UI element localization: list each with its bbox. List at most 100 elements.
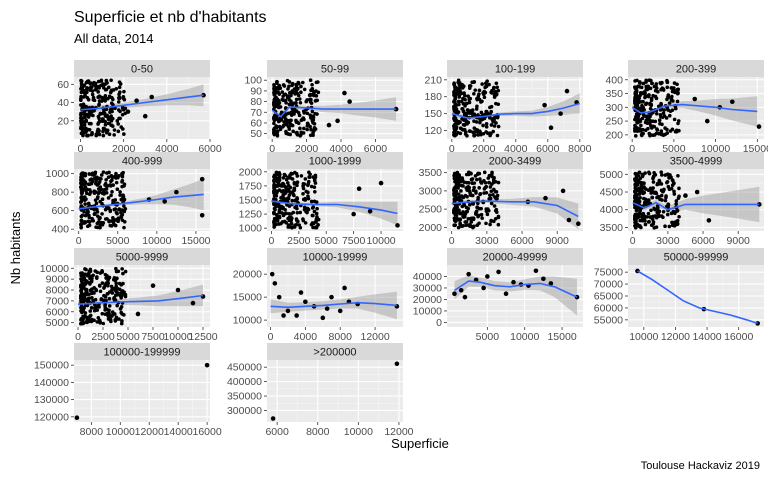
data-point-cluster	[113, 207, 118, 211]
data-point-cluster	[489, 201, 494, 206]
data-point	[704, 118, 710, 124]
data-point	[174, 189, 179, 195]
data-point	[683, 193, 688, 198]
facet-strip	[267, 60, 403, 77]
data-point-cluster	[634, 219, 638, 224]
data-point-cluster	[485, 212, 490, 217]
data-point-cluster	[110, 175, 115, 180]
data-point-cluster	[107, 313, 112, 317]
data-point-cluster	[96, 84, 101, 89]
data-point-cluster	[289, 218, 293, 223]
data-point	[564, 88, 570, 94]
facet-plot-area	[267, 360, 403, 422]
data-point-cluster	[484, 109, 488, 114]
data-point-cluster	[272, 189, 276, 193]
data-point-cluster	[488, 222, 492, 227]
data-point-cluster	[106, 85, 111, 90]
data-point-cluster	[312, 185, 317, 189]
facet-strip-label: 0-50	[131, 64, 153, 76]
data-point-cluster	[118, 109, 122, 114]
data-point-cluster	[103, 207, 108, 212]
data-point-cluster	[102, 187, 107, 192]
data-point-cluster	[306, 182, 311, 186]
data-point-cluster	[668, 129, 673, 133]
data-point-cluster	[80, 103, 85, 108]
data-point-cluster	[118, 90, 122, 95]
data-point-cluster	[474, 107, 479, 111]
data-point-cluster	[476, 94, 481, 99]
data-point-cluster	[464, 209, 469, 214]
data-point-cluster	[277, 170, 282, 175]
data-point-cluster	[85, 317, 90, 322]
data-point	[199, 176, 205, 182]
data-point-cluster	[97, 283, 102, 288]
data-point-cluster	[96, 187, 101, 191]
data-point-cluster	[87, 220, 92, 224]
data-point-cluster	[479, 206, 483, 211]
data-point-cluster	[299, 118, 304, 123]
data-point	[342, 285, 347, 291]
data-point-cluster	[310, 86, 315, 91]
data-point-cluster	[633, 214, 637, 218]
facet-strip	[628, 152, 764, 169]
data-point-cluster	[495, 196, 499, 201]
data-point-cluster	[305, 111, 310, 116]
data-point-cluster	[672, 189, 676, 194]
data-point-cluster	[103, 181, 108, 186]
data-point-cluster	[280, 90, 285, 94]
data-point-cluster	[675, 90, 680, 95]
data-point-cluster	[312, 209, 317, 214]
data-point-cluster	[634, 90, 638, 94]
y-tick-label: 120	[424, 125, 442, 137]
data-point-cluster	[85, 211, 90, 215]
data-point-cluster	[471, 216, 476, 221]
data-point-cluster	[277, 92, 282, 96]
data-point-cluster	[87, 128, 92, 132]
data-point-cluster	[637, 192, 642, 196]
data-point-cluster	[294, 82, 298, 87]
data-point-cluster	[649, 215, 653, 219]
data-point-cluster	[477, 186, 481, 190]
data-point-cluster	[301, 109, 306, 114]
data-point-cluster	[648, 86, 653, 91]
data-point-cluster	[101, 321, 106, 326]
y-tick-label: 90	[250, 85, 262, 97]
data-point-cluster	[98, 225, 102, 230]
data-point-cluster	[308, 133, 313, 138]
data-point-cluster	[473, 174, 478, 178]
y-axis-title: Nb habitants	[8, 211, 23, 284]
data-point-cluster	[95, 214, 100, 218]
x-tick-label: 0	[449, 235, 455, 247]
data-point-cluster	[669, 97, 674, 101]
data-point-cluster	[292, 109, 297, 114]
data-point-cluster	[114, 284, 119, 289]
data-point-cluster	[653, 207, 657, 212]
data-point-cluster	[101, 221, 106, 225]
data-point-cluster	[281, 194, 285, 198]
y-tick-label: 300000	[227, 405, 262, 417]
data-point-cluster	[107, 304, 112, 308]
data-point-cluster	[286, 196, 291, 201]
data-point-cluster	[301, 191, 305, 196]
data-point-cluster	[282, 120, 286, 124]
data-point-cluster	[293, 205, 297, 210]
data-point-cluster	[79, 277, 83, 281]
x-tick-label: 7500	[342, 235, 366, 247]
data-point-cluster	[457, 211, 462, 215]
data-point-cluster	[90, 295, 94, 300]
data-point-cluster	[88, 182, 92, 186]
data-point-cluster	[492, 187, 496, 192]
data-point-cluster	[84, 130, 88, 134]
data-point-cluster	[93, 211, 97, 216]
confidence-ribbon	[632, 96, 758, 127]
data-point-cluster	[291, 129, 295, 134]
y-tick-label: 5000	[46, 317, 70, 329]
y-tick-label: 80	[250, 96, 262, 108]
data-point-cluster	[108, 110, 112, 115]
data-point-cluster	[648, 106, 653, 111]
data-point-cluster	[109, 119, 114, 123]
data-point-cluster	[659, 101, 663, 106]
data-point-cluster	[473, 88, 478, 92]
